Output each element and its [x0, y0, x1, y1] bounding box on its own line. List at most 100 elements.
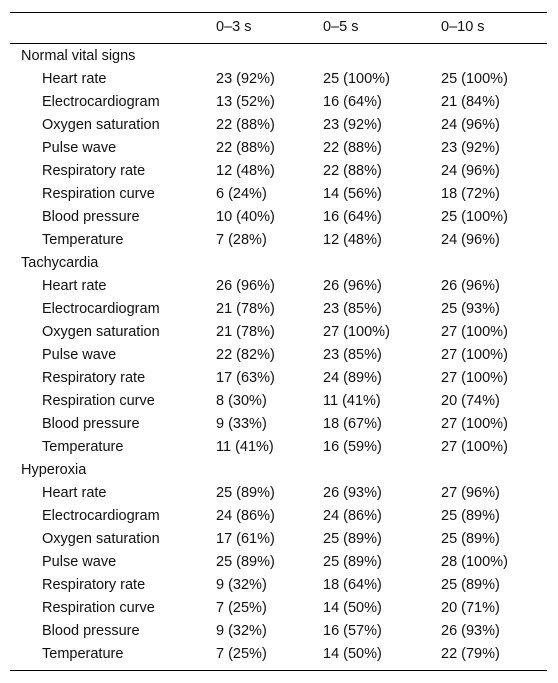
- cell: 20 (71%): [441, 600, 500, 616]
- cell: 27 (96%): [441, 485, 500, 501]
- row-label: Electrocardiogram: [42, 94, 160, 110]
- cell: 27 (100%): [441, 347, 508, 363]
- row-label: Pulse wave: [42, 140, 117, 156]
- cell: 24 (96%): [441, 232, 500, 248]
- cell: 11 (41%): [323, 393, 381, 409]
- row-label: Oxygen saturation: [42, 117, 160, 133]
- cell: 28 (100%): [441, 554, 508, 570]
- cell: 21 (78%): [216, 324, 275, 340]
- cell: 12 (48%): [323, 232, 382, 248]
- row-label: Heart rate: [42, 485, 107, 501]
- cell: 25 (89%): [441, 577, 500, 593]
- cell: 22 (79%): [441, 646, 500, 662]
- cell: 27 (100%): [441, 439, 508, 455]
- cell: 8 (30%): [216, 393, 267, 409]
- cell: 12 (48%): [216, 163, 275, 179]
- row-label: Respiratory rate: [42, 370, 146, 386]
- cell: 24 (89%): [323, 370, 382, 386]
- row-label: Respiration curve: [42, 186, 155, 202]
- cell: 23 (92%): [216, 71, 275, 87]
- cell: 25 (89%): [323, 554, 382, 570]
- bottom-rule: [10, 670, 547, 671]
- cell: 26 (93%): [441, 623, 500, 639]
- cell: 9 (32%): [216, 623, 267, 639]
- cell: 22 (82%): [216, 347, 275, 363]
- cell: 26 (93%): [323, 485, 382, 501]
- row-label: Blood pressure: [42, 623, 140, 639]
- row-label: Temperature: [42, 646, 124, 662]
- cell: 26 (96%): [441, 278, 500, 294]
- row-label: Respiration curve: [42, 393, 155, 409]
- cell: 25 (89%): [441, 531, 500, 547]
- cell: 23 (85%): [323, 301, 382, 317]
- cell: 23 (85%): [323, 347, 382, 363]
- row-label: Pulse wave: [42, 347, 117, 363]
- cell: 22 (88%): [323, 163, 382, 179]
- cell: 20 (74%): [441, 393, 500, 409]
- cell: 24 (96%): [441, 163, 500, 179]
- cell: 16 (64%): [323, 94, 382, 110]
- cell: 22 (88%): [323, 140, 382, 156]
- cell: 25 (89%): [216, 554, 275, 570]
- row-label: Electrocardiogram: [42, 508, 160, 524]
- cell: 25 (100%): [441, 71, 508, 87]
- cell: 21 (84%): [441, 94, 500, 110]
- cell: 22 (88%): [216, 117, 275, 133]
- cell: 23 (92%): [323, 117, 382, 133]
- cell: 16 (59%): [323, 439, 382, 455]
- row-label: Oxygen saturation: [42, 324, 160, 340]
- row-label: Oxygen saturation: [42, 531, 160, 547]
- cell: 16 (64%): [323, 209, 382, 225]
- cell: 16 (57%): [323, 623, 382, 639]
- column-header: 0–3 s: [216, 19, 252, 35]
- cell: 27 (100%): [323, 324, 390, 340]
- cell: 26 (96%): [323, 278, 382, 294]
- row-label: Pulse wave: [42, 554, 117, 570]
- cell: 27 (100%): [441, 416, 508, 432]
- row-label: Blood pressure: [42, 416, 140, 432]
- group-title: Normal vital signs: [21, 48, 136, 64]
- column-header: 0–10 s: [441, 19, 485, 35]
- top-rule: [10, 12, 547, 13]
- row-label: Respiratory rate: [42, 163, 146, 179]
- cell: 17 (63%): [216, 370, 275, 386]
- cell: 25 (89%): [323, 531, 382, 547]
- row-label: Temperature: [42, 232, 124, 248]
- cell: 18 (64%): [323, 577, 382, 593]
- cell: 9 (33%): [216, 416, 267, 432]
- cell: 14 (50%): [323, 600, 382, 616]
- cell: 6 (24%): [216, 186, 267, 202]
- row-label: Temperature: [42, 439, 124, 455]
- row-label: Blood pressure: [42, 209, 140, 225]
- cell: 25 (93%): [441, 301, 500, 317]
- column-header: 0–5 s: [323, 19, 359, 35]
- cell: 10 (40%): [216, 209, 275, 225]
- cell: 25 (100%): [323, 71, 390, 87]
- group-title: Hyperoxia: [21, 462, 87, 478]
- cell: 26 (96%): [216, 278, 275, 294]
- cell: 27 (100%): [441, 370, 508, 386]
- row-label: Respiratory rate: [42, 577, 146, 593]
- cell: 22 (88%): [216, 140, 275, 156]
- cell: 27 (100%): [441, 324, 508, 340]
- cell: 9 (32%): [216, 577, 267, 593]
- cell: 7 (25%): [216, 646, 267, 662]
- cell: 18 (67%): [323, 416, 382, 432]
- cell: 25 (89%): [441, 508, 500, 524]
- cell: 18 (72%): [441, 186, 500, 202]
- cell: 23 (92%): [441, 140, 500, 156]
- cell: 7 (28%): [216, 232, 267, 248]
- cell: 7 (25%): [216, 600, 267, 616]
- row-label: Heart rate: [42, 71, 107, 87]
- cell: 24 (96%): [441, 117, 500, 133]
- header-rule: [10, 43, 547, 44]
- group-title: Tachycardia: [21, 255, 99, 271]
- cell: 14 (50%): [323, 646, 382, 662]
- cell: 24 (86%): [323, 508, 382, 524]
- cell: 14 (56%): [323, 186, 382, 202]
- cell: 11 (41%): [216, 439, 274, 455]
- cell: 24 (86%): [216, 508, 275, 524]
- cell: 13 (52%): [216, 94, 275, 110]
- cell: 25 (89%): [216, 485, 275, 501]
